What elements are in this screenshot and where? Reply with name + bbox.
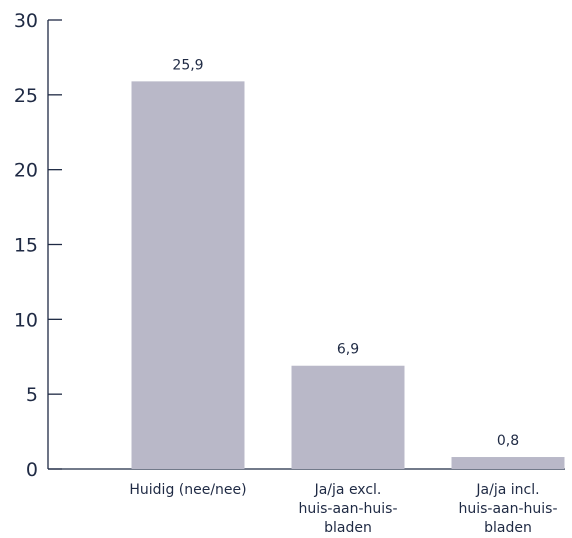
bars — [131, 81, 565, 469]
bar — [291, 365, 405, 469]
category-label-line: Ja/ja excl. — [314, 482, 382, 498]
bar-value-label: 0,8 — [497, 433, 519, 449]
y-tick-label: 30 — [14, 10, 38, 32]
category-label-line: bladen — [484, 520, 532, 536]
category-label: Ja/ja incl. huis-aan-huis-bladen — [458, 482, 557, 536]
y-tick-label: 10 — [14, 309, 38, 331]
category-label: Huidig (nee/nee) — [129, 482, 246, 498]
y-tick-label: 25 — [14, 85, 38, 107]
bar — [131, 81, 245, 469]
bar-value-label: 6,9 — [337, 342, 359, 358]
bar-value-label: 25,9 — [172, 57, 203, 73]
y-tick-label: 20 — [14, 160, 38, 182]
category-label-line: huis-aan-huis- — [458, 501, 557, 517]
category-label-line: bladen — [324, 520, 372, 536]
y-axis: 0 5 10 15 20 25 30 — [14, 10, 62, 481]
category-label: Ja/ja excl. huis-aan-huis-bladen — [298, 482, 397, 536]
value-labels: 25,9 6,9 0,8 — [172, 57, 519, 449]
y-tick-label: 0 — [26, 459, 38, 481]
category-labels: Huidig (nee/nee) Ja/ja excl. huis-aan-huis… — [129, 482, 557, 536]
category-label-line: Ja/ja incl. — [475, 482, 539, 498]
category-label-line: Huidig (nee/nee) — [129, 482, 246, 498]
bar — [451, 457, 565, 469]
category-label-line: huis-aan-huis- — [298, 501, 397, 517]
y-tick-label: 5 — [26, 384, 38, 406]
y-tick-label: 15 — [14, 235, 38, 257]
